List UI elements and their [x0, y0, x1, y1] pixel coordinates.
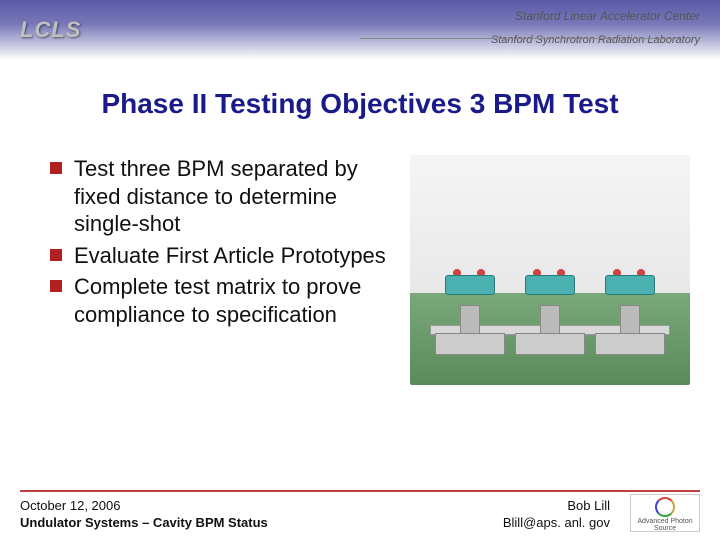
bpm-figure [410, 155, 690, 385]
header-divider [360, 38, 680, 39]
bullet-list: Test three BPM separated by fixed distan… [50, 155, 400, 332]
footer-row-2: Undulator Systems – Cavity BPM Status Bl… [20, 515, 700, 530]
aps-logo: Advanced Photon Source [630, 494, 700, 532]
footer-author: Bob Lill [567, 498, 610, 513]
lcls-logo: LCLS [20, 17, 81, 43]
bullet-item: Evaluate First Article Prototypes [50, 242, 400, 270]
bpm-device [435, 265, 505, 355]
slide-content: Test three BPM separated by fixed distan… [0, 155, 720, 385]
slide-title: Phase II Testing Objectives 3 BPM Test [0, 88, 720, 120]
slide-footer: October 12, 2006 Bob Lill Undulator Syst… [0, 480, 720, 540]
bpm-device [595, 265, 665, 355]
org-name-2: Stanford Synchrotron Radiation Laborator… [491, 33, 700, 48]
footer-email: Blill@aps. anl. gov [503, 515, 610, 530]
slide-header: LCLS Stanford Linear Accelerator Center … [0, 0, 720, 60]
footer-row-1: October 12, 2006 Bob Lill [20, 498, 700, 513]
bullet-item: Complete test matrix to prove compliance… [50, 273, 400, 328]
bpm-device [515, 265, 585, 355]
aps-label: Advanced Photon Source [631, 518, 699, 532]
aps-ring-icon [655, 497, 675, 517]
footer-divider [20, 490, 700, 492]
header-org-block: Stanford Linear Accelerator Center Stanf… [491, 8, 700, 48]
footer-date: October 12, 2006 [20, 498, 120, 513]
footer-subtitle: Undulator Systems – Cavity BPM Status [20, 515, 268, 530]
org-name-1: Stanford Linear Accelerator Center [491, 8, 700, 25]
bullet-item: Test three BPM separated by fixed distan… [50, 155, 400, 238]
